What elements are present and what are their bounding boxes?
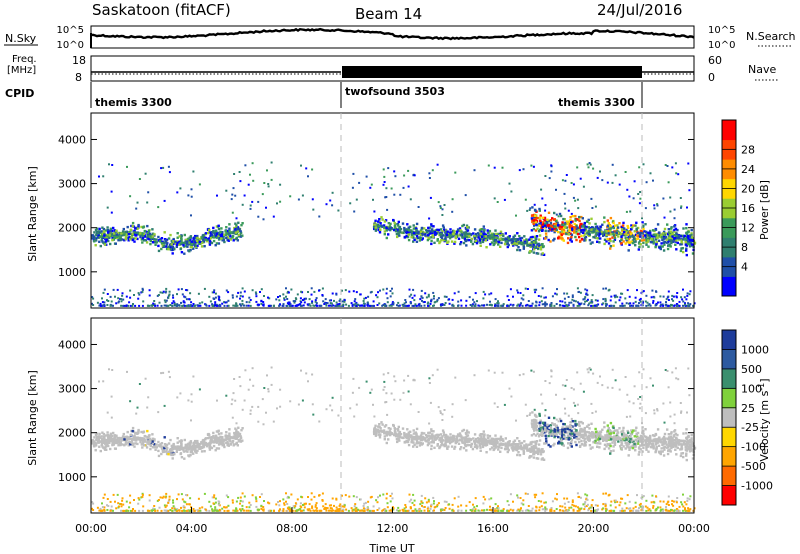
cpid-segment-1: themis 3300 [95, 96, 172, 109]
freq-left-tick-top: 18 [72, 54, 86, 67]
velocity-ytick-0: 1000 [58, 471, 86, 484]
power-colorbar-swatch [722, 276, 736, 297]
velocity-colorbar: -1000 -500 -100 -25 25 100 500 1000 [721, 329, 773, 506]
x-tick-6: 00:00 [678, 522, 710, 535]
freq-left-tick-bottom: 8 [75, 71, 82, 84]
velocity-colorbar-swatch [722, 466, 736, 487]
nave-label: Nave [748, 63, 776, 76]
velocity-ytick-3: 4000 [58, 338, 86, 351]
nave-right-tick-top: 60 [708, 54, 722, 67]
velocity-colorbar-swatch [722, 368, 736, 389]
power-colorbar-label: Power [dB] [758, 180, 771, 240]
power-colorbar-tick-5: 24 [741, 163, 755, 176]
velocity-colorbar-swatch [722, 388, 736, 409]
x-tick-5: 20:00 [578, 522, 610, 535]
freq-label-line2: [MHz] [7, 65, 36, 76]
power-colorbar-swatch [722, 120, 736, 141]
freq-label-line1: Freq. [12, 54, 37, 65]
nsky-label: N.Sky [5, 32, 37, 45]
power-ytick-3: 4000 [58, 133, 86, 146]
nsky-right-tick-bottom: 10^0 [708, 40, 735, 51]
freq-dense-block [342, 66, 642, 78]
velocity-y-label: Slant Range [km] [26, 370, 39, 466]
power-colorbar-tick-3: 16 [741, 202, 755, 215]
nsky-right-tick-top: 10^5 [708, 25, 735, 36]
power-colorbar-tick-2: 12 [741, 222, 755, 235]
velocity-colorbar-label: Velocity [m s-1] [757, 378, 771, 461]
velocity-colorbar-tick-6: 500 [741, 363, 762, 376]
power-y-label: Slant Range [km] [26, 166, 39, 262]
power-colorbar-tick-0: 4 [741, 261, 748, 274]
freq-panel: Freq. [MHz] 18 8 60 0 Nave [7, 54, 778, 84]
cpid-segment-2: twofsound 3503 [345, 85, 445, 98]
velocity-colorbar-tick-3: -25 [741, 421, 759, 434]
velocity-colorbar-tick-7: 1000 [741, 343, 769, 356]
velocity-ytick-1: 2000 [58, 427, 86, 440]
beam-label: Beam 14 [355, 5, 422, 23]
nsearch-label: N.Search [746, 30, 796, 43]
x-tick-3: 12:00 [377, 522, 409, 535]
power-colorbar: 4 8 12 16 20 24 28 [721, 119, 755, 297]
nsky-curve [90, 27, 695, 41]
velocity-panel: Slant Range [km] 1000 2000 3000 4000 00:00 0… [26, 317, 773, 554]
power-ytick-0: 1000 [58, 266, 86, 279]
nave-right-tick-bottom: 0 [708, 71, 715, 84]
cpid-label: CPID [5, 87, 34, 100]
velocity-colorbar-tick-4: 25 [741, 402, 755, 415]
date-label: 24/Jul/2016 [597, 1, 682, 19]
velocity-colorbar-tick-0: -1000 [741, 480, 773, 493]
x-tick-0: 00:00 [75, 522, 107, 535]
power-echo-data [91, 161, 697, 307]
power-colorbar-tick-6: 28 [741, 143, 755, 156]
cpid-segment-3: themis 3300 [558, 96, 635, 109]
station-title: Saskatoon (fitACF) [92, 1, 231, 19]
velocity-echo-data [91, 366, 697, 512]
x-tick-4: 16:00 [477, 522, 509, 535]
velocity-ytick-2: 3000 [58, 383, 86, 396]
nsky-panel: N.Sky 10^5 10^0 10^5 10^0 N.Search [4, 25, 796, 51]
power-colorbar-tick-1: 8 [741, 241, 748, 254]
nsky-left-tick-bottom: 10^0 [57, 40, 84, 51]
velocity-colorbar-tick-5: 100 [741, 382, 762, 395]
power-ytick-2: 3000 [58, 178, 86, 191]
velocity-colorbar-tick-1: -500 [741, 460, 766, 473]
x-tick-2: 08:00 [276, 522, 308, 535]
power-colorbar-tick-4: 20 [741, 182, 755, 195]
nsky-left-tick-top: 10^5 [57, 25, 84, 36]
power-ytick-1: 2000 [58, 222, 86, 235]
velocity-colorbar-tick-2: -100 [741, 441, 766, 454]
velocity-colorbar-swatch [722, 427, 736, 448]
cpid-row: CPID themis 3300 twofsound 3503 themis 3… [5, 82, 643, 109]
velocity-colorbar-swatch [722, 407, 736, 428]
velocity-colorbar-swatch [722, 485, 736, 506]
x-tick-1: 04:00 [176, 522, 208, 535]
x-axis-label: Time UT [368, 542, 414, 554]
velocity-colorbar-swatch [722, 446, 736, 467]
power-panel: Slant Range [km] 1000 2000 3000 4000 4 8 12 16… [26, 112, 771, 309]
velocity-colorbar-swatch [722, 349, 736, 370]
velocity-colorbar-swatch [722, 330, 736, 350]
